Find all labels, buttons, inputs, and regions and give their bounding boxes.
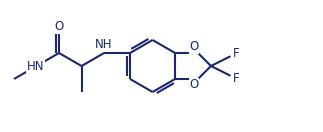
Text: HN: HN bbox=[27, 60, 44, 72]
Text: F: F bbox=[233, 72, 240, 85]
Text: O: O bbox=[54, 20, 64, 34]
Text: O: O bbox=[189, 41, 199, 53]
Text: NH: NH bbox=[95, 39, 113, 51]
Text: F: F bbox=[233, 47, 240, 60]
Text: O: O bbox=[189, 79, 199, 91]
